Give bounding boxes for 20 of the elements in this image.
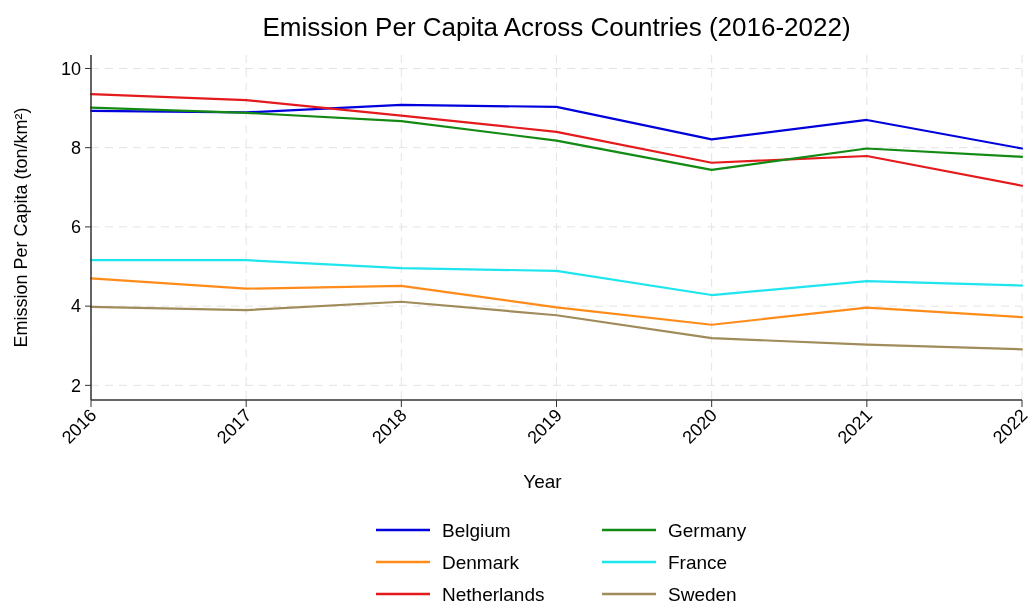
x-axis-title: Year bbox=[523, 471, 563, 492]
y-tick-label: 6 bbox=[70, 217, 81, 238]
y-tick-label: 10 bbox=[60, 58, 81, 79]
line-series bbox=[89, 300, 1024, 351]
legend-label: Belgium bbox=[442, 519, 511, 541]
chart-title: Emission Per Capita Across Countries (2016-2022) bbox=[262, 12, 851, 42]
y-tick-label: 8 bbox=[70, 137, 81, 158]
y-tick-label: 2 bbox=[70, 375, 81, 396]
line-series bbox=[89, 106, 1024, 171]
line-series bbox=[89, 93, 1024, 187]
legend-label: Netherlands bbox=[442, 583, 545, 604]
legend-label: France bbox=[668, 551, 728, 573]
line-series bbox=[89, 277, 1024, 326]
y-tick-label: 4 bbox=[70, 296, 81, 317]
legend-label: Germany bbox=[668, 519, 747, 541]
legend-label: Denmark bbox=[442, 551, 520, 573]
y-axis-title: Emission Per Capita (ton/km²) bbox=[11, 107, 31, 348]
line-series bbox=[89, 103, 1024, 150]
line-series bbox=[89, 259, 1024, 297]
legend-label: Sweden bbox=[668, 583, 737, 604]
